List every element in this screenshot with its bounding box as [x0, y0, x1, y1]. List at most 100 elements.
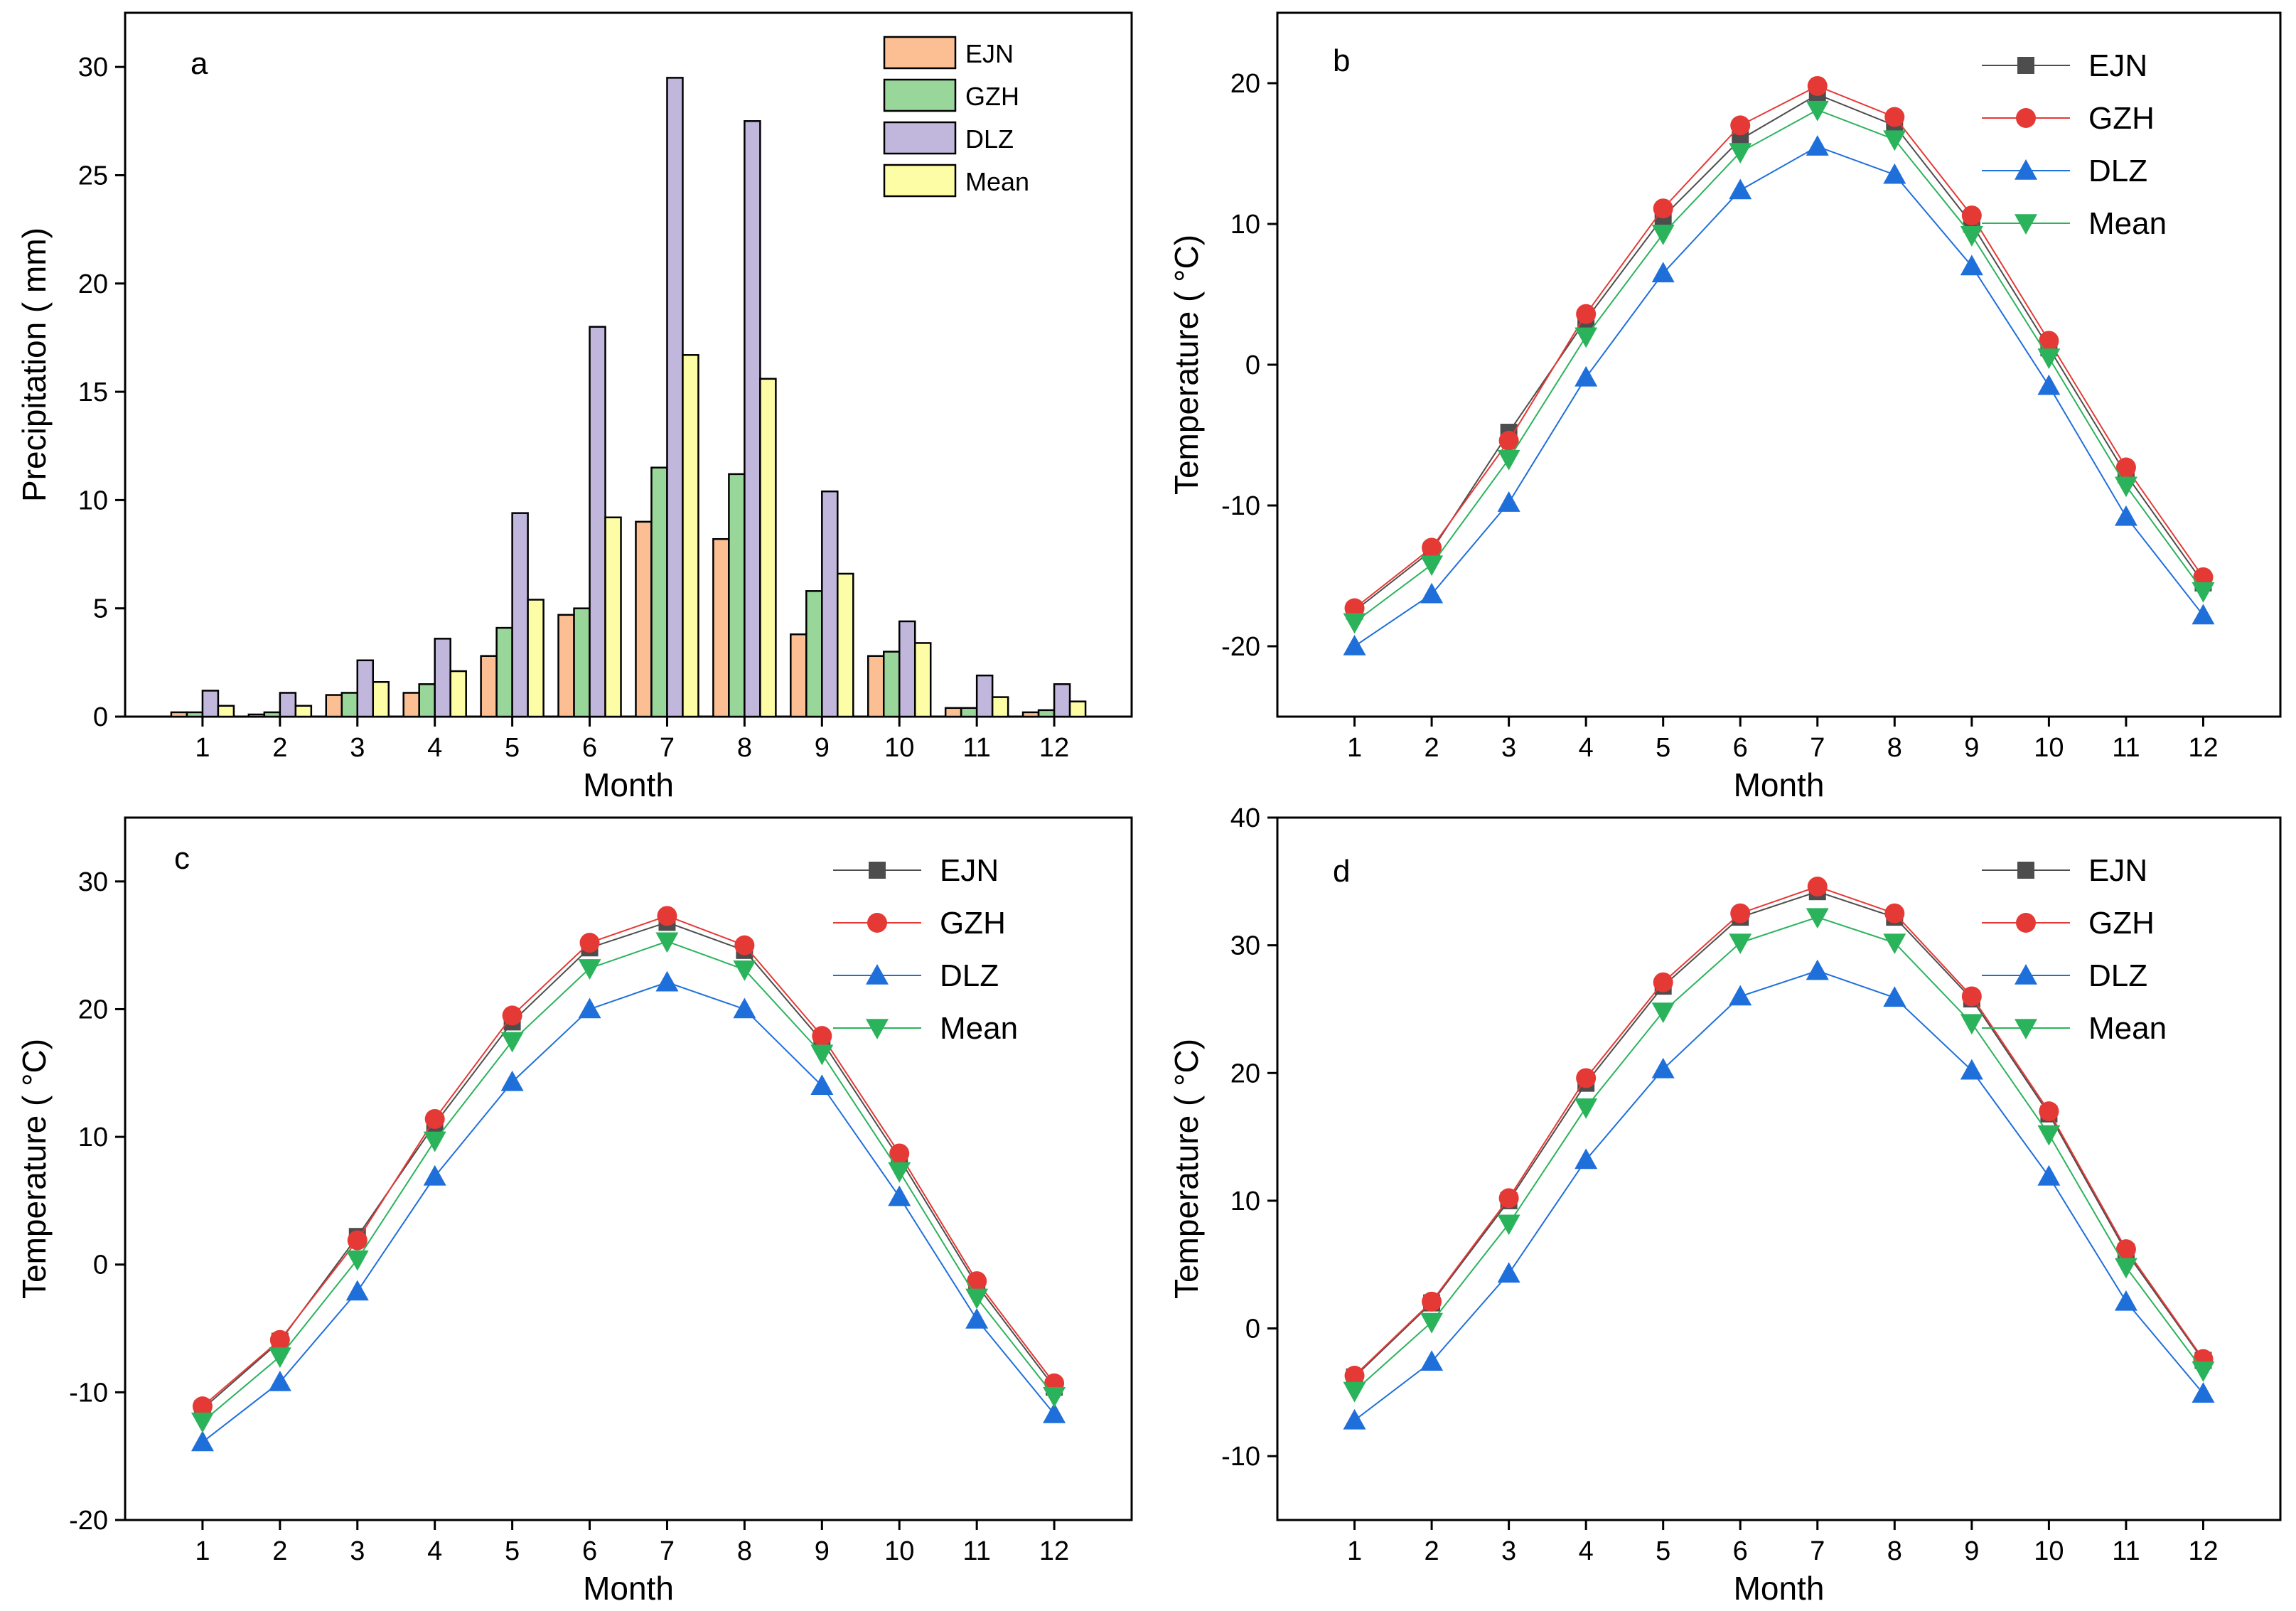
x-tick-label: 4: [1579, 733, 1594, 763]
x-tick-label: 10: [2034, 733, 2064, 763]
point-dlz: [1043, 1402, 1066, 1423]
point-gzh: [1730, 903, 1751, 924]
point-mean: [2114, 1258, 2137, 1279]
y-tick-label: 25: [78, 161, 108, 191]
x-tick-label: 5: [505, 1536, 520, 1566]
y-tick-label: 20: [1230, 69, 1260, 99]
legend-marker-mean: [2015, 214, 2037, 235]
x-axis-title: Month: [583, 766, 674, 803]
point-gzh: [1961, 986, 1982, 1007]
y-tick-label: 10: [1230, 1187, 1260, 1216]
point-gzh: [1498, 1188, 1519, 1209]
x-axis-title: Month: [1734, 766, 1825, 803]
point-mean: [1420, 555, 1444, 577]
point-mean: [268, 1347, 291, 1369]
y-tick-label: 0: [1245, 1315, 1260, 1344]
x-tick-label: 4: [427, 1536, 442, 1566]
bar-gzh: [573, 607, 591, 718]
series-line-gzh: [1353, 885, 2204, 1376]
legend-marker-mean: [2015, 1019, 2037, 1039]
point-mean: [1883, 130, 1906, 151]
y-tick-label: 30: [78, 867, 108, 897]
bar-dlz: [898, 620, 916, 718]
bar-gzh: [805, 590, 823, 718]
point-dlz: [1651, 262, 1675, 283]
point-gzh: [424, 1108, 445, 1129]
point-gzh: [889, 1143, 910, 1164]
bar-dlz: [356, 659, 375, 718]
panel-letter: d: [1333, 854, 1350, 889]
point-dlz: [2192, 1382, 2215, 1403]
point-gzh: [1498, 430, 1519, 451]
point-gzh: [1807, 877, 1828, 897]
bar-ejn: [1021, 711, 1040, 718]
point-dlz: [1960, 255, 1983, 276]
point-mean: [2192, 1361, 2215, 1382]
point-dlz: [1806, 959, 1829, 980]
y-tick-label: 10: [78, 1123, 108, 1152]
point-mean: [1343, 1381, 1366, 1403]
x-tick-label: 2: [1425, 733, 1439, 763]
x-tick-label: 1: [1347, 733, 1362, 763]
point-gzh: [269, 1329, 290, 1350]
x-tick-label: 8: [737, 733, 752, 763]
bar-dlz: [666, 77, 684, 718]
point-mean: [1729, 933, 1752, 955]
point-gzh: [1576, 1068, 1597, 1088]
point-dlz: [1575, 365, 1598, 387]
bar-gzh: [1037, 709, 1056, 718]
y-axis-title: Temperature ( °C): [1168, 235, 1205, 495]
point-gzh: [1422, 537, 1442, 558]
legend-label: EJN: [2088, 48, 2147, 83]
bar-gzh: [263, 711, 281, 718]
bar-ejn: [480, 655, 498, 718]
y-tick-label: 10: [78, 486, 108, 515]
point-dlz: [2192, 604, 2215, 625]
legend-marker-mean: [866, 1019, 889, 1039]
bar-ejn: [635, 520, 653, 718]
x-axis-title: Month: [1734, 1570, 1825, 1607]
point-dlz: [733, 997, 756, 1019]
x-tick-label: 5: [1656, 733, 1670, 763]
y-axis-title: Temperature ( °C): [1168, 1039, 1205, 1299]
legend-label: Mean: [2088, 1011, 2167, 1046]
point-dlz: [1420, 1350, 1444, 1371]
plot-frame: [124, 816, 1133, 1521]
series-line-ejn: [1353, 93, 2204, 612]
point-gzh: [2115, 457, 2136, 478]
bar-mean: [527, 599, 545, 718]
bar-ejn: [170, 711, 188, 718]
bar-gzh: [960, 707, 978, 718]
y-tick-label: 40: [1230, 803, 1260, 833]
x-tick-label: 6: [582, 733, 597, 763]
series-line-mean: [1353, 109, 2204, 623]
legend-label: DLZ: [940, 958, 999, 993]
y-tick-label: -10: [69, 1378, 108, 1408]
legend-swatch-gzh: [883, 78, 957, 112]
point-gzh: [502, 1005, 522, 1026]
bar-gzh: [340, 692, 359, 718]
legend-label: EJN: [940, 853, 999, 888]
legend-label: Mean: [965, 167, 1029, 196]
x-tick-label: 9: [1964, 733, 1979, 763]
point-gzh: [1730, 115, 1751, 136]
series-line-ejn: [202, 921, 1055, 1410]
y-tick-label: -10: [1221, 1442, 1260, 1472]
x-tick-label: 9: [815, 733, 830, 763]
bar-mean: [449, 670, 467, 718]
point-mean: [1806, 100, 1829, 122]
point-dlz: [2037, 1165, 2061, 1186]
bar-gzh: [882, 651, 901, 718]
bar-ejn: [790, 633, 808, 718]
bar-mean: [1068, 700, 1087, 718]
legend-label: Mean: [940, 1011, 1018, 1046]
bar-dlz: [511, 512, 529, 718]
y-tick-label: 20: [1230, 1059, 1260, 1088]
panel-letter: c: [174, 841, 190, 876]
plot-frame: [1276, 816, 2282, 1521]
legend-label: DLZ: [2088, 958, 2147, 993]
x-tick-label: 1: [1347, 1536, 1362, 1566]
x-tick-label: 2: [1425, 1536, 1439, 1566]
point-dlz: [423, 1165, 446, 1186]
x-tick-label: 5: [505, 733, 520, 763]
